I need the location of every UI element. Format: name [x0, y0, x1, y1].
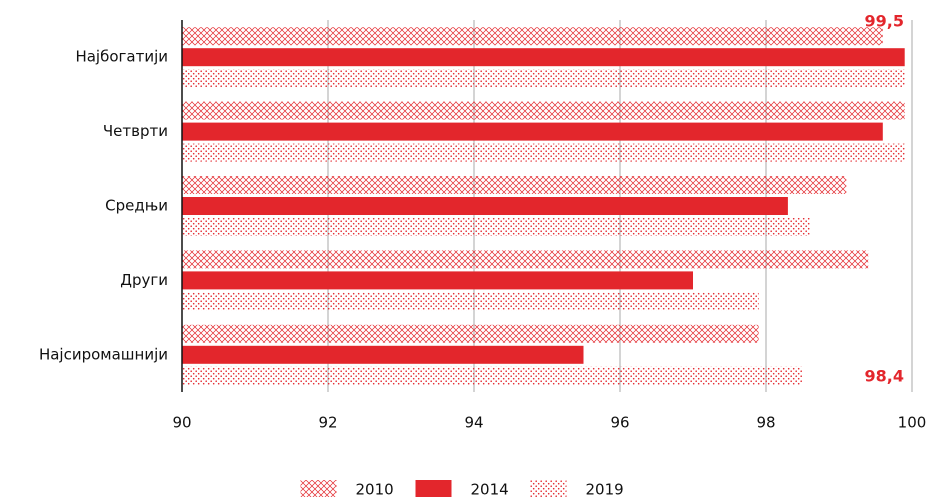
x-tick-label: 96: [610, 414, 629, 432]
legend-swatch: [415, 480, 452, 497]
x-tick-label: 90: [172, 414, 191, 432]
bar: [182, 197, 788, 215]
annotation: 99,5: [865, 12, 904, 31]
y-tick-label: Најсиромашнији: [39, 345, 168, 363]
bar: [182, 218, 810, 236]
bar: [182, 143, 905, 162]
bar: [182, 250, 869, 269]
bar: [182, 27, 883, 46]
legend-label: 2010: [356, 481, 394, 497]
bar: [182, 292, 759, 311]
y-tick-label: Други: [120, 271, 168, 289]
bar: [182, 176, 847, 194]
y-tick-label: Најбогатији: [75, 48, 168, 66]
bar: [182, 122, 883, 141]
x-tick-label: 94: [464, 414, 483, 432]
x-tick-label: 100: [898, 414, 927, 432]
legend-label: 2019: [586, 481, 624, 497]
legend-swatch: [530, 480, 567, 497]
bar: [182, 271, 693, 290]
bar: [182, 345, 584, 364]
y-tick-label: Четврти: [103, 122, 168, 140]
bar: [182, 69, 905, 88]
annotation: 98,4: [865, 367, 904, 386]
x-tick-label: 98: [756, 414, 775, 432]
legend-label: 2014: [471, 481, 509, 497]
y-tick-label: Средњи: [105, 197, 168, 215]
legend-swatch: [300, 480, 337, 497]
x-tick-label: 92: [318, 414, 337, 432]
bar: [182, 324, 759, 343]
bar: [182, 101, 905, 120]
bar: [182, 366, 803, 385]
bar: [182, 48, 905, 67]
